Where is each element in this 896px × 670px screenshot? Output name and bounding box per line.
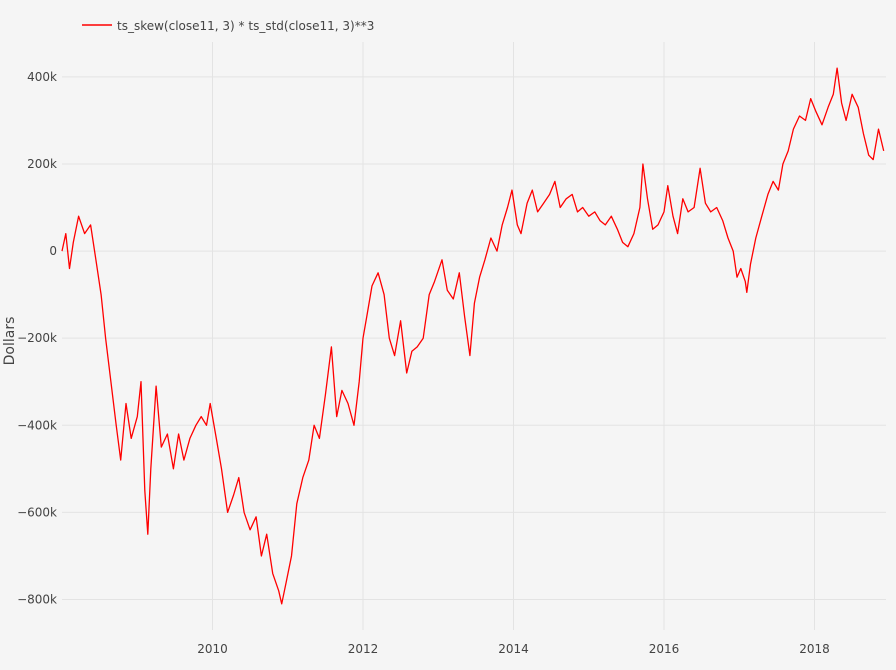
y-tick-label: −200k	[17, 331, 57, 345]
y-axis-title: Dollars	[2, 317, 18, 366]
axis-layer: 400k 200k 0 −200k −400k −600k −800k 2010 2012 201…	[17, 70, 830, 656]
series-line	[61, 67, 885, 605]
y-tick-label: 200k	[27, 157, 57, 171]
legend[interactable]: ts_skew(close11, 3) * ts_std(close11, 3)…	[82, 19, 374, 33]
y-tick-label: −600k	[17, 505, 57, 519]
y-tick-label: 400k	[27, 70, 57, 84]
grid-layer	[62, 42, 886, 630]
x-tick-label: 2010	[197, 642, 228, 656]
x-tick-label: 2014	[498, 642, 529, 656]
y-tick-label: −400k	[17, 418, 57, 432]
legend-label: ts_skew(close11, 3) * ts_std(close11, 3)…	[117, 19, 374, 33]
y-tick-label: −800k	[17, 593, 57, 607]
x-tick-label: 2018	[799, 642, 830, 656]
x-tick-label: 2016	[649, 642, 680, 656]
y-tick-label: 0	[49, 244, 57, 258]
series-layer	[61, 67, 885, 605]
x-tick-label: 2012	[348, 642, 379, 656]
